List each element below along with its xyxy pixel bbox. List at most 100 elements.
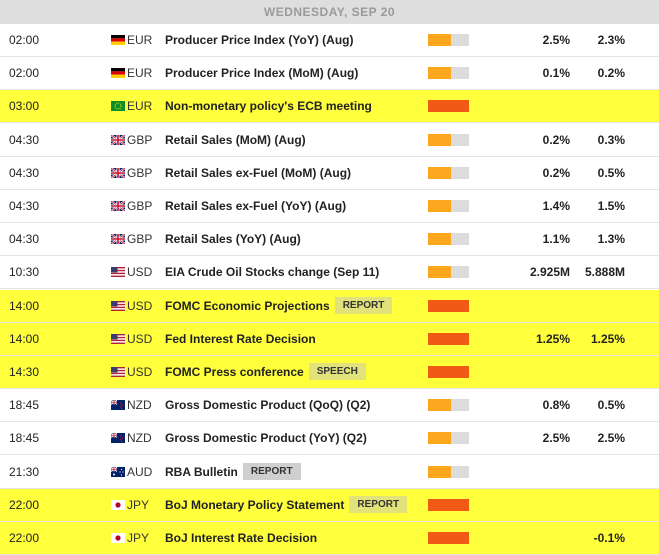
consensus-value: 0.5%	[597, 398, 625, 413]
impact-bar	[428, 67, 469, 80]
impact-bar-fill	[428, 233, 451, 246]
consensus-value: 0.5%	[597, 165, 625, 180]
event-row[interactable]: 14:30 USD FOMC Press conference SPEECH	[0, 356, 659, 389]
consensus-value: -0.1%	[593, 531, 625, 545]
impact-bar	[428, 200, 469, 212]
event-title[interactable]: RBA Bulletin REPORT	[165, 456, 301, 488]
event-title[interactable]: FOMC Press conference SPEECH	[165, 356, 366, 388]
event-title[interactable]: Retail Sales ex-Fuel (YoY) (Aug)	[165, 190, 346, 222]
event-row[interactable]: 02:00 EUR Producer Price Index (MoM) (Aug)…	[0, 57, 659, 91]
event-row[interactable]: 18:45 NZD Gross Domestic Product (QoQ) (Q2…	[0, 389, 659, 423]
actual-value: 1.1%	[542, 232, 570, 247]
event-time: 10:30	[9, 265, 40, 280]
actual-value: 2.925M	[529, 265, 570, 280]
event-name[interactable]: Retail Sales (YoY) (Aug)	[165, 232, 301, 247]
event-row[interactable]: 10:30 USD EIA Crude Oil Stocks change (Sep…	[0, 256, 659, 290]
currency-code: NZD	[127, 398, 152, 413]
jp-flag-icon	[111, 499, 125, 510]
currency-code: EUR	[127, 66, 153, 81]
consensus-value: 1.25%	[590, 331, 625, 346]
event-title[interactable]: BoJ Monetary Policy Statement REPORT	[165, 489, 408, 521]
impact-bar	[428, 166, 469, 179]
event-title[interactable]: Producer Price Index (YoY) (Aug)	[165, 24, 353, 56]
impact-bar-fill	[428, 299, 469, 312]
jp-flag-icon	[111, 533, 125, 543]
event-tag-badge[interactable]: REPORT	[242, 462, 301, 480]
event-row[interactable]: 14:00 USD FOMC Economic Projections REPORT	[0, 289, 659, 323]
impact-bar-fill	[428, 200, 451, 212]
event-row[interactable]: 04:30 GBP Retail Sales ex-Fuel (YoY) (Aug)…	[0, 190, 659, 223]
event-title[interactable]: FOMC Economic Projections REPORT	[165, 290, 393, 322]
event-title[interactable]: Gross Domestic Product (QoQ) (Q2)	[165, 389, 370, 421]
event-row[interactable]: 02:00 EUR Producer Price Index (YoY) (Aug)…	[0, 24, 659, 57]
event-name[interactable]: Retail Sales ex-Fuel (MoM) (Aug)	[165, 165, 352, 180]
impact-bar	[428, 299, 469, 312]
event-row[interactable]: 22:00 JPY BoJ Interest Rate Decision -0.1%	[0, 522, 659, 555]
event-row[interactable]: 18:45 NZD Gross Domestic Product (YoY) (Q2…	[0, 422, 659, 456]
event-name[interactable]: Fed Interest Rate Decision	[165, 331, 316, 346]
event-time: 18:45	[9, 431, 40, 446]
event-row[interactable]: 21:30 AUD RBA Bulletin REPORT	[0, 456, 659, 489]
event-tag-badge[interactable]: REPORT	[349, 496, 408, 514]
de-flag-icon	[111, 68, 125, 79]
event-time: 22:00	[9, 531, 40, 545]
event-name[interactable]: Non-monetary policy's ECB meeting	[165, 99, 372, 114]
event-tag-badge[interactable]: SPEECH	[308, 363, 366, 381]
event-title[interactable]: Retail Sales (YoY) (Aug)	[165, 223, 301, 255]
event-name[interactable]: RBA Bulletin	[165, 464, 238, 479]
actual-value: 1.4%	[542, 199, 570, 213]
event-title[interactable]: Retail Sales (MoM) (Aug)	[165, 124, 306, 156]
event-title[interactable]: EIA Crude Oil Stocks change (Sep 11)	[165, 256, 379, 288]
event-name[interactable]: Retail Sales (MoM) (Aug)	[165, 132, 306, 147]
event-row[interactable]: 04:30 GBP Retail Sales ex-Fuel (MoM) (Aug)…	[0, 157, 659, 190]
currency-code: USD	[127, 298, 153, 313]
gb-flag-icon	[111, 167, 125, 178]
currency-code: GBP	[127, 165, 153, 180]
event-row[interactable]: 04:30 GBP Retail Sales (MoM) (Aug) 0.2% 0.3%	[0, 124, 659, 157]
us-flag-icon	[111, 333, 125, 344]
impact-bar	[428, 465, 469, 478]
impact-bar	[428, 100, 469, 113]
impact-bar	[428, 133, 469, 146]
consensus-value: 0.2%	[597, 66, 625, 81]
event-time: 22:00	[9, 497, 40, 512]
gb-flag-icon	[111, 134, 125, 145]
event-name[interactable]: FOMC Press conference	[165, 365, 304, 379]
us-flag-icon	[111, 367, 125, 377]
event-name[interactable]: Retail Sales ex-Fuel (YoY) (Aug)	[165, 199, 347, 213]
currency-code: USD	[127, 265, 153, 280]
event-name[interactable]: Producer Price Index (MoM) (Aug)	[165, 66, 359, 81]
event-title[interactable]: Non-monetary policy's ECB meeting	[165, 90, 372, 122]
event-title[interactable]: Fed Interest Rate Decision	[165, 323, 316, 355]
impact-bar-fill	[428, 332, 469, 345]
event-row[interactable]: 04:30 GBP Retail Sales (YoY) (Aug) 1.1% 1.3%	[0, 223, 659, 257]
currency-code: JPY	[127, 531, 150, 545]
event-name[interactable]: Producer Price Index (YoY) (Aug)	[165, 33, 354, 47]
event-time: 14:30	[9, 365, 40, 379]
event-row[interactable]: 14:00 USD Fed Interest Rate Decision 1.25% 1…	[0, 322, 659, 356]
consensus-value: 1.5%	[597, 199, 625, 213]
event-name[interactable]: BoJ Monetary Policy Statement	[165, 497, 345, 512]
event-time: 02:00	[9, 66, 40, 81]
event-name[interactable]: Gross Domestic Product (YoY) (Q2)	[165, 431, 367, 446]
event-tag-badge[interactable]: REPORT	[334, 296, 393, 314]
event-row[interactable]: 22:00 JPY BoJ Monetary Policy Statement REP…	[0, 488, 659, 522]
impact-bar-fill	[428, 67, 451, 80]
event-title[interactable]: Producer Price Index (MoM) (Aug)	[165, 57, 358, 89]
consensus-value: 2.3%	[597, 33, 625, 47]
actual-value: 0.1%	[542, 66, 570, 81]
gb-flag-icon	[111, 201, 125, 211]
actual-value: 1.25%	[535, 331, 570, 346]
event-name[interactable]: EIA Crude Oil Stocks change (Sep 11)	[165, 265, 380, 280]
impact-bar-fill	[428, 498, 469, 511]
event-time: 14:00	[9, 331, 40, 346]
event-title[interactable]: BoJ Interest Rate Decision	[165, 522, 317, 554]
event-name[interactable]: Gross Domestic Product (QoQ) (Q2)	[165, 398, 371, 413]
event-title[interactable]: Retail Sales ex-Fuel (MoM) (Aug)	[165, 157, 351, 189]
impact-bar-fill	[428, 532, 469, 544]
event-name[interactable]: FOMC Economic Projections	[165, 298, 330, 313]
event-name[interactable]: BoJ Interest Rate Decision	[165, 531, 318, 545]
event-row[interactable]: 03:00 EUR Non-monetary policy's ECB meetin…	[0, 90, 659, 124]
event-title[interactable]: Gross Domestic Product (YoY) (Q2)	[165, 422, 367, 454]
de-flag-icon	[111, 35, 125, 45]
